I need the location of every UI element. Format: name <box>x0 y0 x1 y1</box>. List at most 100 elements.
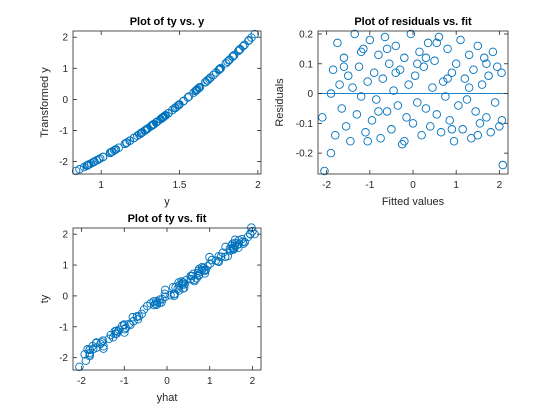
chart-title: Plot of ty vs. y <box>130 16 205 28</box>
y-tick-label: 1 <box>62 64 68 75</box>
data-point <box>223 57 232 66</box>
data-point <box>395 65 405 74</box>
y-tick-label: -1 <box>59 126 68 137</box>
data-point <box>234 46 243 56</box>
data-point <box>193 85 202 94</box>
data-point <box>404 80 413 89</box>
data-point <box>456 35 465 45</box>
data-point <box>206 73 215 82</box>
data-point <box>337 104 347 113</box>
data-point <box>402 113 411 122</box>
y-tick-label: 1 <box>62 261 68 272</box>
data-point <box>432 38 442 48</box>
data-point <box>84 160 94 169</box>
chart-title: Plot of ty vs. fit <box>128 213 207 225</box>
data-point <box>328 65 338 74</box>
y-tick-label: 0 <box>62 291 68 302</box>
data-point <box>173 284 182 293</box>
data-point <box>104 334 114 344</box>
data-points <box>75 223 259 372</box>
data-point <box>406 29 416 39</box>
data-point <box>490 98 500 107</box>
data-point <box>449 136 459 146</box>
data-point <box>492 62 502 72</box>
data-point <box>201 77 210 87</box>
x-axis-label: Fitted values <box>382 196 445 208</box>
data-point <box>160 289 170 299</box>
data-point <box>477 80 487 89</box>
data-point <box>434 32 444 42</box>
data-point <box>194 266 203 275</box>
data-point <box>191 86 201 95</box>
data-point <box>335 80 344 89</box>
data-point <box>451 59 461 69</box>
data-point <box>235 45 245 54</box>
y-tick-label: -0.1 <box>296 119 314 130</box>
data-point <box>391 68 400 77</box>
data-point <box>443 44 452 54</box>
data-point <box>229 51 239 60</box>
x-tick-label: 1 <box>98 180 104 191</box>
data-point <box>475 119 485 128</box>
data-point <box>149 119 159 129</box>
data-point <box>160 285 170 295</box>
axes-frame <box>72 30 262 175</box>
data-point <box>464 50 474 60</box>
data-point <box>443 74 452 83</box>
data-point <box>124 319 134 329</box>
data-point <box>454 101 463 110</box>
x-tick-label: 1 <box>453 180 459 191</box>
data-point <box>432 110 442 119</box>
data-point <box>460 74 470 83</box>
data-point <box>174 278 183 287</box>
data-point <box>415 47 424 57</box>
data-point <box>99 344 108 353</box>
data-point <box>207 255 217 265</box>
data-point <box>160 292 170 302</box>
data-point <box>125 136 134 146</box>
data-point <box>230 235 240 245</box>
data-point <box>250 29 259 39</box>
data-point <box>473 41 483 51</box>
chart-title: Plot of residuals vs. fit <box>354 16 472 28</box>
data-point <box>320 166 329 176</box>
data-point <box>421 53 431 63</box>
data-point <box>128 312 138 322</box>
chart-residuals-vs-fit: -2 -1 0 1 2 -0.2 -0.1 0 0.1 0.2 Plot of residuals … <box>274 16 509 208</box>
y-tick-label: -1 <box>59 322 68 333</box>
data-point <box>488 47 498 57</box>
data-point <box>218 248 228 258</box>
data-point <box>400 136 409 146</box>
data-point <box>97 338 106 347</box>
x-axis-label: y <box>164 196 170 208</box>
chart-ty-vs-y: 1 1.5 2 -2 -1 0 1 2 Plot of ty vs. y y Transformed… <box>39 16 262 208</box>
data-point <box>462 95 472 104</box>
data-point <box>94 155 103 164</box>
data-point <box>413 98 422 107</box>
data-point <box>428 83 437 92</box>
data-point <box>447 125 457 134</box>
data-point <box>179 283 189 293</box>
data-point <box>118 321 127 330</box>
x-tick-label: -2 <box>322 180 331 191</box>
data-point <box>318 113 327 122</box>
x-tick-label: 0 <box>164 376 170 387</box>
data-point <box>228 52 237 62</box>
data-point <box>92 338 101 347</box>
data-points <box>71 29 259 176</box>
data-point <box>497 68 506 77</box>
data-point <box>447 68 457 77</box>
data-point <box>380 32 390 42</box>
x-tick-label: 2 <box>497 180 503 191</box>
data-point <box>209 70 218 80</box>
y-tick-label: -2 <box>59 157 68 168</box>
data-point <box>352 110 362 119</box>
data-point <box>374 107 383 116</box>
data-point <box>331 131 340 140</box>
data-point <box>157 113 167 123</box>
data-point <box>400 53 409 63</box>
data-point <box>244 35 254 45</box>
data-point <box>81 356 91 365</box>
data-point <box>114 143 123 152</box>
data-point <box>158 295 167 304</box>
